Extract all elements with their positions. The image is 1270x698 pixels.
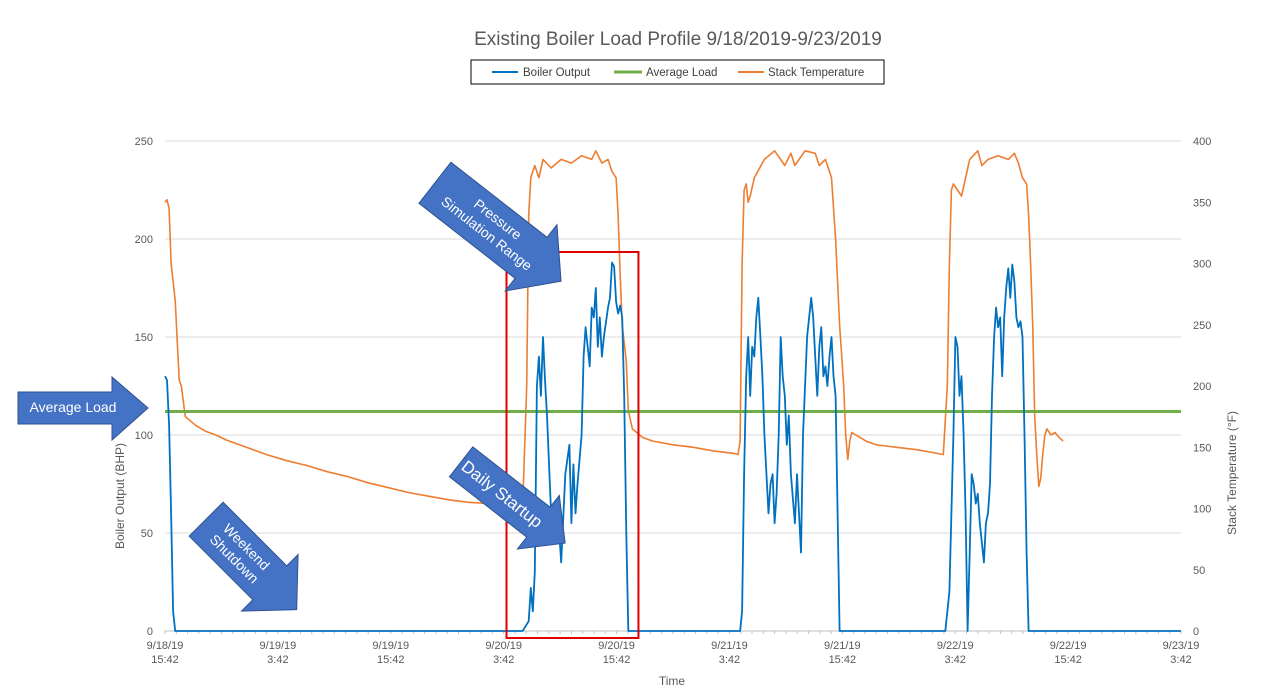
x-tick-label-time: 15:42	[151, 654, 179, 666]
x-tick-label-date: 9/21/19	[711, 640, 748, 652]
x-tick-label-time: 15:42	[603, 654, 631, 666]
daily-startup-arrow	[448, 446, 566, 550]
y2-tick-label: 400	[1193, 136, 1211, 148]
gridlines	[165, 140, 1181, 632]
pressure-simulation-arrow	[418, 161, 562, 292]
x-tick-label-time: 3:42	[1170, 654, 1191, 666]
legend-label-boiler-output: Boiler Output	[523, 67, 591, 79]
series-line-boiler-output	[164, 261, 1181, 632]
average-load-arrow	[17, 375, 149, 442]
y2-tick-label: 150	[1193, 442, 1211, 454]
chart-title: Existing Boiler Load Profile 9/18/2019-9…	[474, 29, 882, 50]
y-axis-label: Boiler Output (BHP)	[113, 443, 127, 549]
x-tick-label-time: 3:42	[493, 654, 514, 666]
x-tick-label-time: 15:42	[829, 654, 857, 666]
series-line-stack-temperature	[164, 150, 1064, 522]
x-tick-label-time: 3:42	[719, 654, 740, 666]
x-tick-label-date: 9/20/19	[485, 640, 522, 652]
y-tick-label: 100	[135, 430, 153, 442]
y2-tick-label: 0	[1193, 626, 1199, 638]
pressure-simulation-range-box	[505, 251, 640, 639]
daily-startup-callout: Daily Startup	[448, 446, 566, 550]
x-tick-label-time: 15:42	[377, 654, 405, 666]
x-tick-label-date: 9/19/19	[260, 640, 297, 652]
legend-label-average-load: Average Load	[646, 67, 717, 79]
x-axis: 9/18/19 15:42 9/19/19 3:42 9/19/19 15:42 9/20/…	[147, 630, 1200, 666]
x-tick-label-date: 9/23/19	[1163, 640, 1200, 652]
weekend-shutdown-arrow	[188, 501, 299, 612]
legend: Boiler Output Average Load Stack Tempera…	[470, 59, 885, 85]
y-tick-label: 50	[141, 528, 153, 540]
average-load-callout: Average Load	[17, 375, 149, 442]
y2-tick-label: 200	[1193, 381, 1211, 393]
x-tick-label-date: 9/21/19	[824, 640, 861, 652]
average-load-arrow-label: Average Load	[30, 399, 117, 415]
y-axis-right: 0 50 100 150 200 250 300 350 400	[1193, 136, 1211, 638]
pressure-simulation-callout: Pressure Simulation Range	[418, 161, 562, 292]
y2-tick-label: 100	[1193, 504, 1211, 516]
x-tick-label-time: 15:42	[1054, 654, 1082, 666]
legend-label-stack-temperature: Stack Temperature	[768, 67, 864, 79]
x-tick-label-time: 3:42	[267, 654, 288, 666]
x-tick-label-date: 9/22/19	[1050, 640, 1087, 652]
y2-tick-label: 50	[1193, 565, 1205, 577]
y2-axis-label: Stack Temperature (°F)	[1225, 411, 1239, 535]
y-tick-label: 250	[135, 136, 153, 148]
x-tick-label-time: 3:42	[945, 654, 966, 666]
weekend-shutdown-callout: Weekend Shutdown	[188, 501, 299, 612]
x-tick-label-date: 9/20/19	[598, 640, 635, 652]
y2-tick-label: 350	[1193, 197, 1211, 209]
x-tick-label-date: 9/19/19	[372, 640, 409, 652]
y-tick-label: 0	[147, 626, 153, 638]
x-axis-label: Time	[659, 674, 686, 688]
x-tick-label-date: 9/22/19	[937, 640, 974, 652]
legend-box	[470, 59, 885, 85]
y-tick-label: 150	[135, 332, 153, 344]
y-tick-label: 200	[135, 234, 153, 246]
series-lines	[164, 150, 1181, 632]
y2-tick-label: 300	[1193, 259, 1211, 271]
y2-tick-label: 250	[1193, 320, 1211, 332]
y-axis-left: 0 50 100 150 200 250	[135, 136, 153, 638]
x-tick-label-date: 9/18/19	[147, 640, 184, 652]
